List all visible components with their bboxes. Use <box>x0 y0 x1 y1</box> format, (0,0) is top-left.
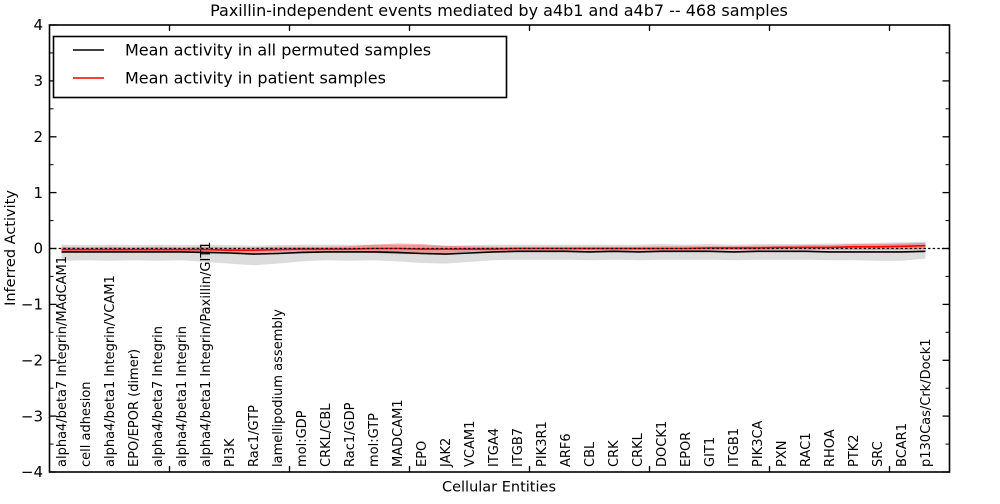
x-category-label: SRC <box>871 441 886 467</box>
x-category-label: PIK3CA <box>751 420 766 467</box>
x-category-label: alpha4/beta1 Integrin/VCAM1 <box>103 275 118 467</box>
x-category-label: mol:GDP <box>295 410 310 467</box>
chart-title: Paxillin-independent events mediated by … <box>210 1 788 20</box>
x-category-label: EPOR <box>679 432 694 467</box>
x-category-label: lamellipodium assembly <box>271 309 286 467</box>
x-category-label: Rac1/GDP <box>343 402 358 467</box>
x-category-label: EPO/EPOR (dimer) <box>127 349 142 467</box>
x-category-label: ITGA4 <box>487 428 502 467</box>
x-category-label: ARF6 <box>559 433 574 467</box>
y-tick-label: −2 <box>21 351 43 369</box>
y-axis-label: Inferred Activity <box>3 190 19 306</box>
x-category-label: MADCAM1 <box>391 399 406 467</box>
y-tick-label: 4 <box>33 16 43 34</box>
y-tick-label: 0 <box>33 240 43 258</box>
y-tick-label: −4 <box>21 463 43 481</box>
confidence-bands <box>61 241 926 266</box>
axis-ticks <box>49 24 950 473</box>
x-category-label: RHOA <box>823 429 838 467</box>
x-category-label: alpha4/beta1 Integrin <box>175 326 190 467</box>
x-category-label: PIK3R1 <box>535 421 550 467</box>
permuted-mean-line <box>61 250 926 255</box>
x-category-label: PXN <box>775 441 790 467</box>
legend-label-patient: Mean activity in patient samples <box>125 69 386 88</box>
x-category-label: CRK <box>607 440 622 467</box>
x-category-label: CRKL <box>631 432 646 467</box>
x-category-label: ITGB7 <box>511 428 526 467</box>
y-tick-label: −1 <box>21 296 43 314</box>
legend-box <box>52 35 508 99</box>
x-category-label: ITGB1 <box>727 428 742 467</box>
x-category-label: BCAR1 <box>895 423 910 467</box>
y-tick-labels: 4 3 2 1 0 −1 −2 −3 −4 <box>21 16 43 481</box>
x-category-labels: alpha4/beta7 Integrin/MAdCAM1 cell adhesi… <box>55 241 934 468</box>
x-category-label: p130Cas/Crk/Dock1 <box>919 338 934 467</box>
x-category-label: VCAM1 <box>463 421 478 467</box>
x-category-label: cell adhesion <box>79 381 94 467</box>
x-axis-label: Cellular Entities <box>442 480 556 496</box>
x-category-label: EPO <box>415 441 430 467</box>
x-category-label: mol:GTP <box>367 413 382 467</box>
x-category-label: GIT1 <box>703 437 718 467</box>
x-category-label: CBL <box>583 441 598 467</box>
x-category-label: alpha4/beta1 Integrin/Paxillin/GIT1 <box>199 241 214 467</box>
patient-mean-line <box>61 244 926 251</box>
series-lines <box>61 244 926 255</box>
y-tick-label: 2 <box>33 128 43 146</box>
x-category-label: DOCK1 <box>655 421 670 467</box>
x-category-label: JAK2 <box>439 438 454 468</box>
x-category-label: alpha4/beta7 Integrin/MAdCAM1 <box>55 256 70 467</box>
x-category-label: Rac1/GTP <box>247 405 262 467</box>
y-tick-label: 1 <box>33 184 43 202</box>
x-category-label: CRKL/CBL <box>319 403 334 467</box>
x-category-label: alpha4/beta7 Integrin <box>151 326 166 467</box>
permuted-band <box>61 241 926 266</box>
legend-label-permuted: Mean activity in all permuted samples <box>125 41 431 60</box>
x-category-label: PTK2 <box>847 434 862 467</box>
x-category-label: RAC1 <box>799 432 814 467</box>
legend: Mean activity in all permuted samples Me… <box>52 35 508 99</box>
y-tick-label: −3 <box>21 407 43 425</box>
x-category-label: PI3K <box>223 438 238 467</box>
y-tick-label: 3 <box>33 72 43 90</box>
